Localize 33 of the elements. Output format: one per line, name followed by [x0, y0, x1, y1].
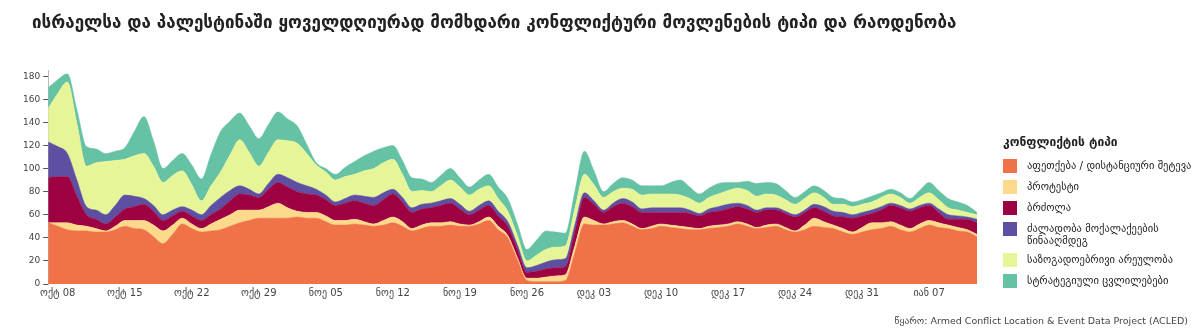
legend-title: კონფლიქტის ტიპი	[1003, 135, 1119, 149]
x-tick-label: იან 07	[913, 286, 945, 298]
x-tick-label: ოქტ 29	[241, 286, 277, 299]
x-tick-label: ოქტ 08	[40, 286, 76, 299]
x-tick-label: ოქტ 15	[107, 286, 143, 299]
legend-label: აფეთქება / დისტანციური შეტევა	[1027, 159, 1192, 171]
text: წყარო: Armed Conflict Location & Event Data Project (ACLED)	[894, 315, 1188, 326]
y-tick-label: 120	[22, 139, 41, 150]
y-tick-label: 180	[22, 70, 41, 81]
chart-title: ისრაელსა და პალესტინაში ყოველდღიურად მომხდარი კონფლიქტური მოვლენების ტიპი და რაოდენობა	[32, 12, 957, 32]
y-tick-label: 160	[22, 93, 41, 104]
x-tick-label: დეკ 03	[576, 286, 612, 299]
y-tick-label: 60	[28, 209, 41, 220]
x-tick-label: დეკ 31	[844, 286, 880, 299]
x-tick-label: ოქტ 22	[174, 286, 210, 299]
y-tick-label: 140	[22, 116, 41, 127]
legend-label: სტრატეგიული ცვლილებები	[1027, 274, 1169, 286]
y-tick-label: 20	[28, 255, 41, 266]
y-tick-label: 80	[28, 185, 41, 196]
x-tick-label: ნოე 26	[509, 286, 544, 299]
y-tick-label: 0	[34, 278, 41, 289]
x-tick-label: ნოე 12	[375, 286, 410, 299]
legend-label: საზოგადოებრივი არეულობა	[1027, 253, 1174, 265]
legend-label: ძალადობა მოქალაქეების წინააღმდეგ	[1027, 222, 1160, 246]
x-tick-label: დეკ 10	[643, 286, 679, 299]
legend-label: პროტესტი	[1027, 180, 1079, 192]
x-tick-label: ნოე 05	[308, 286, 343, 299]
y-tick-label: 100	[22, 162, 41, 173]
x-tick-label: დეკ 17	[710, 286, 746, 299]
y-tick-label: 40	[28, 232, 41, 243]
legend-label: ბრძოლა	[1027, 201, 1072, 213]
x-tick-label: ნოე 19	[442, 286, 477, 299]
x-tick-label: დეკ 24	[777, 286, 813, 299]
